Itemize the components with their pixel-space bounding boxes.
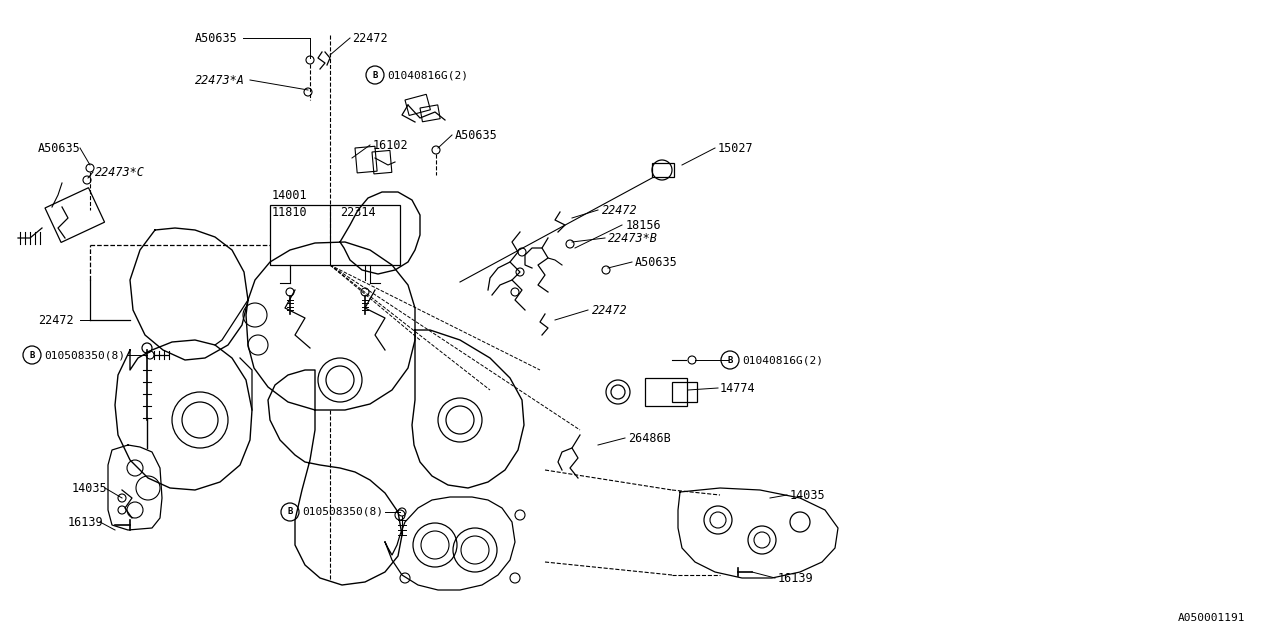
Text: A050001191: A050001191: [1178, 613, 1245, 623]
Bar: [404, 94, 430, 115]
Text: A50635: A50635: [195, 31, 238, 45]
Text: 22472: 22472: [593, 303, 627, 317]
Text: A50635: A50635: [454, 129, 498, 141]
Text: A50635: A50635: [38, 141, 81, 154]
Text: 16139: 16139: [778, 572, 814, 584]
Bar: [645, 378, 687, 406]
Text: 26486B: 26486B: [628, 431, 671, 445]
Text: 22473*C: 22473*C: [95, 166, 145, 179]
Text: 22472: 22472: [602, 204, 637, 216]
Text: 22472: 22472: [352, 31, 388, 45]
Text: 01040816G(2): 01040816G(2): [387, 70, 468, 80]
Bar: [420, 105, 440, 122]
Bar: [45, 188, 105, 243]
Text: B: B: [29, 351, 35, 360]
Bar: [355, 147, 378, 173]
Text: 01040816G(2): 01040816G(2): [742, 355, 823, 365]
Text: B: B: [287, 508, 293, 516]
Text: A50635: A50635: [635, 255, 677, 269]
Bar: [672, 382, 698, 402]
Text: 010508350(8): 010508350(8): [302, 507, 383, 517]
Text: 22472: 22472: [38, 314, 74, 326]
Text: 11810: 11810: [273, 205, 307, 218]
Text: 14001: 14001: [273, 189, 307, 202]
Text: 010508350(8): 010508350(8): [44, 350, 125, 360]
Text: 14035: 14035: [790, 488, 826, 502]
Text: 15027: 15027: [718, 141, 754, 154]
Text: B: B: [372, 70, 378, 79]
Text: 14035: 14035: [72, 481, 108, 495]
Bar: [270, 205, 401, 265]
Text: 16139: 16139: [68, 515, 104, 529]
Text: 22473*A: 22473*A: [195, 74, 244, 86]
Bar: [652, 163, 675, 177]
Bar: [372, 150, 392, 174]
Text: 22473*B: 22473*B: [608, 232, 658, 244]
Text: 14774: 14774: [721, 381, 755, 394]
Text: B: B: [727, 355, 732, 365]
Text: 22314: 22314: [340, 205, 375, 218]
Text: 18156: 18156: [626, 218, 662, 232]
Text: 16102: 16102: [372, 138, 408, 152]
